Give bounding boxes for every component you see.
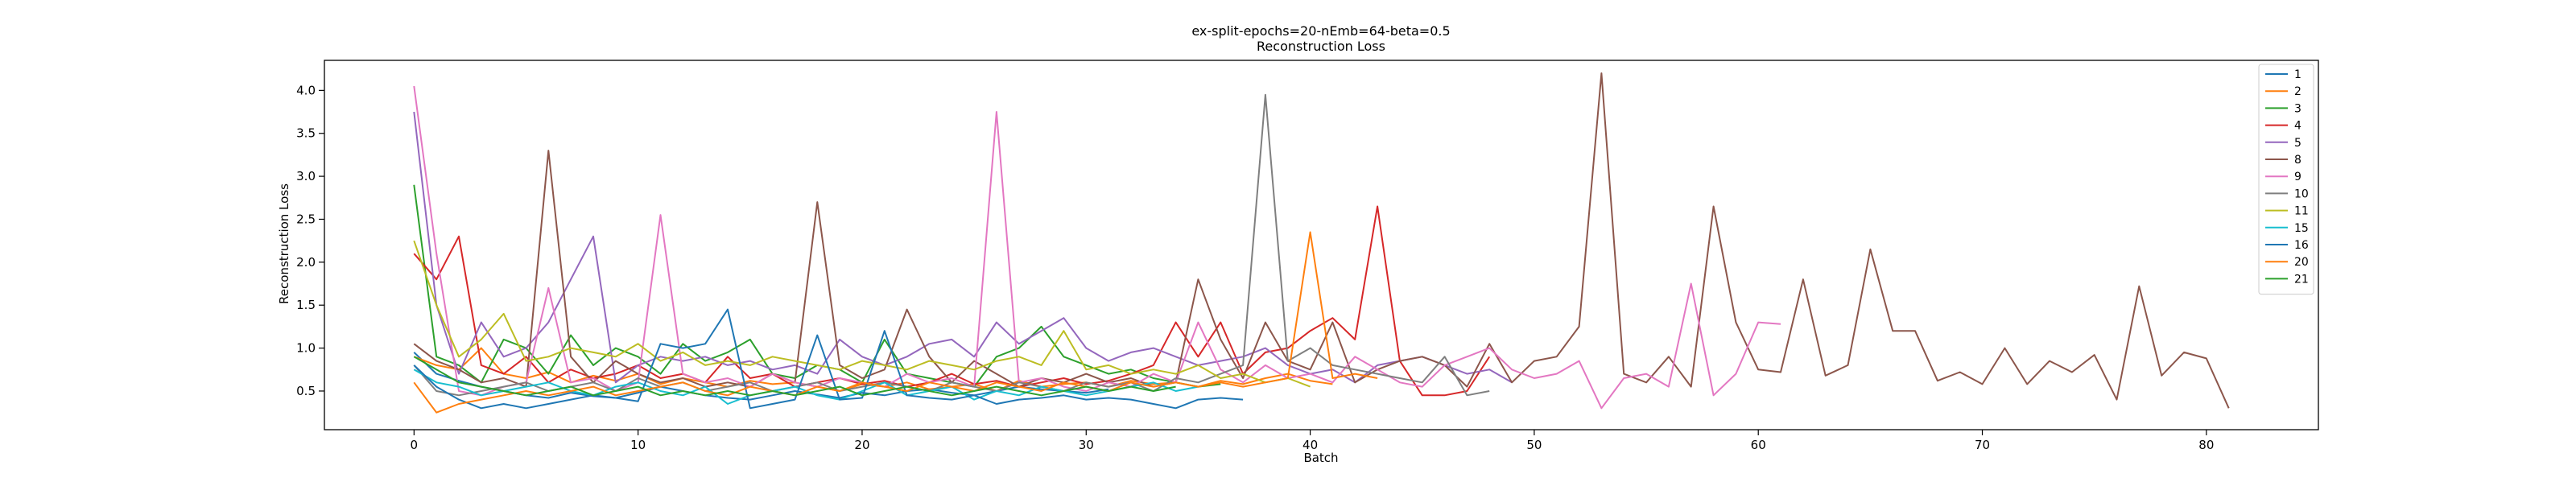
legend-label-1: 1 <box>2294 68 2301 81</box>
series-line-21 <box>413 356 1176 397</box>
y-axis-label: Reconstruction Loss <box>277 183 291 304</box>
x-tick-label: 30 <box>1079 438 1094 452</box>
legend-label-5: 5 <box>2294 137 2301 150</box>
chart-title: ex-split-epochs=20-nEmb=64-beta=0.5 <box>1191 23 1450 39</box>
series-line-16 <box>413 308 1244 410</box>
legend-label-11: 11 <box>2294 205 2309 218</box>
x-tick-label: 70 <box>1975 438 1990 452</box>
y-tick-label: 4.0 <box>296 83 316 97</box>
plot-frame <box>324 60 2319 430</box>
y-tick-label: 3.0 <box>296 169 316 183</box>
y-tick-label: 1.5 <box>296 298 316 312</box>
legend-box <box>2258 64 2314 295</box>
legend-label-10: 10 <box>2294 187 2309 200</box>
legend-label-15: 15 <box>2294 222 2309 235</box>
y-tick-label: 2.0 <box>296 255 316 270</box>
series-line-11 <box>413 240 1311 388</box>
x-tick-label: 50 <box>1526 438 1542 452</box>
legend-label-8: 8 <box>2294 154 2301 167</box>
series-line-10 <box>413 93 1490 397</box>
legend-label-16: 16 <box>2294 239 2309 252</box>
legend-label-9: 9 <box>2294 171 2301 183</box>
legend-label-2: 2 <box>2294 85 2301 98</box>
legend-label-20: 20 <box>2294 256 2309 269</box>
y-tick-label: 1.0 <box>296 341 316 356</box>
series-line-8 <box>413 72 2230 409</box>
series-line-9 <box>413 85 1781 410</box>
x-tick-label: 60 <box>1751 438 1766 452</box>
x-tick-label: 80 <box>2198 438 2214 452</box>
series-line-4 <box>413 205 1491 397</box>
legend-label-21: 21 <box>2294 273 2309 286</box>
y-tick-label: 0.5 <box>296 384 316 398</box>
chart-subtitle: Reconstruction Loss <box>1257 39 1385 54</box>
legend-label-3: 3 <box>2294 102 2301 115</box>
x-tick-label: 40 <box>1302 438 1318 452</box>
legend-label-4: 4 <box>2294 120 2301 133</box>
legend: 1 2 3 4 5 8 9 10 11 15 16 20 21 <box>2258 64 2314 295</box>
x-axis-label: Batch <box>1303 451 1338 465</box>
series-layer <box>413 72 2230 414</box>
y-tick-label: 3.5 <box>296 126 316 141</box>
series-line-5 <box>413 111 1513 384</box>
x-axis-ticks: 0 10 20 30 40 50 60 70 80 <box>411 430 2214 452</box>
y-axis-ticks: 0.5 1.0 1.5 2.0 2.5 3.0 3.5 4.0 <box>296 83 324 398</box>
x-tick-label: 0 <box>411 438 419 452</box>
x-tick-label: 10 <box>630 438 646 452</box>
y-tick-label: 2.5 <box>296 212 316 226</box>
x-tick-label: 20 <box>854 438 869 452</box>
